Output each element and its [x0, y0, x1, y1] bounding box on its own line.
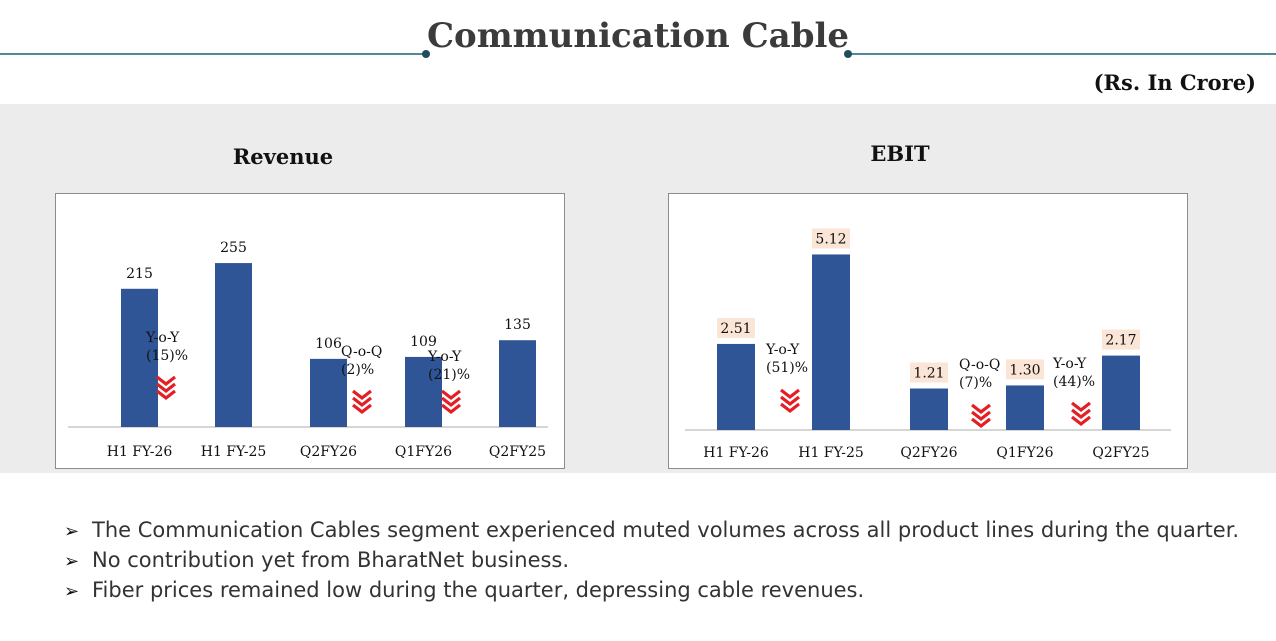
- chevron-stroke: [156, 382, 176, 394]
- change-label-value: (21)%: [428, 367, 470, 383]
- data-label: 5.12: [815, 231, 846, 247]
- revenue-chart-title: Revenue: [232, 144, 334, 169]
- bullet-list: ➢ The Communication Cables segment experi…: [64, 516, 1239, 606]
- ebit-chart-svg: 2.51 H1 FY-26 5.12 H1 FY-25 1.21 Q2FY26 1.30 Q1…: [685, 228, 1171, 461]
- data-label: 2.51: [720, 321, 751, 337]
- bar-h1-fy-26: [121, 288, 158, 427]
- category-label: H1 FY-25: [201, 444, 267, 460]
- data-label: 255: [220, 240, 247, 256]
- list-item: ➢ No contribution yet from BharatNet busi…: [64, 546, 1239, 576]
- page-title: Communication Cable: [426, 16, 850, 56]
- ebit-chart-title: EBIT: [870, 141, 930, 166]
- chevron-stroke: [971, 417, 991, 429]
- chevron-stroke: [780, 388, 800, 400]
- data-label-bg: [1102, 329, 1140, 350]
- bar-h1-fy-25: [215, 263, 252, 427]
- chevron-stroke: [780, 402, 800, 414]
- category-label: Q1FY26: [996, 445, 1053, 461]
- data-label-bg: [1006, 359, 1044, 380]
- title-dot-left: [422, 50, 430, 58]
- data-label: 215: [126, 266, 153, 282]
- data-label: 135: [504, 317, 531, 333]
- category-label: Q2FY26: [900, 445, 957, 461]
- category-label: Q2FY25: [489, 444, 546, 460]
- data-label-bg: [717, 317, 755, 338]
- change-label-type: Y-o-Y: [427, 349, 462, 365]
- change-label-value: (44)%: [1053, 374, 1095, 390]
- chevron-stroke: [156, 389, 176, 401]
- data-label: 1.21: [913, 366, 944, 382]
- category-label: H1 FY-26: [107, 444, 173, 460]
- change-label-type: Y-o-Y: [1052, 356, 1087, 372]
- category-label: Q1FY26: [395, 444, 452, 460]
- data-label-bg: [910, 362, 948, 383]
- down-chevron-icon: [971, 403, 991, 429]
- data-label: 106: [315, 336, 342, 352]
- category-label: H1 FY-25: [798, 445, 864, 461]
- chevron-stroke: [441, 403, 461, 415]
- arrowhead-icon: ➢: [64, 551, 80, 572]
- chevron-stroke: [441, 396, 461, 408]
- chevron-stroke: [780, 395, 800, 407]
- data-label: 109: [410, 334, 437, 350]
- bar-h1-fy-26: [717, 343, 755, 430]
- data-label: 1.30: [1009, 362, 1040, 378]
- category-label: Q2FY26: [300, 444, 357, 460]
- category-label: Q2FY25: [1092, 445, 1149, 461]
- chevron-stroke: [971, 410, 991, 422]
- chevron-stroke: [1071, 408, 1091, 420]
- chevron-stroke: [441, 389, 461, 401]
- chevron-stroke: [352, 396, 372, 408]
- chevron-stroke: [156, 375, 176, 387]
- bar-q1fy26: [405, 356, 442, 427]
- chevron-stroke: [352, 389, 372, 401]
- unit-label: (Rs. In Crore): [1093, 70, 1256, 95]
- category-label: H1 FY-26: [703, 445, 769, 461]
- revenue-chart: 215 H1 FY-26 255 H1 FY-25 106 Q2FY26 109 Q1FY26…: [55, 193, 565, 469]
- chevron-stroke: [1071, 401, 1091, 413]
- title-rule-right: [850, 53, 1276, 55]
- data-label-bg: [812, 228, 850, 249]
- down-chevron-icon: [1071, 401, 1091, 427]
- down-chevron-icon: [156, 375, 176, 401]
- arrowhead-icon: ➢: [64, 521, 80, 542]
- down-chevron-icon: [352, 389, 372, 415]
- revenue-chart-svg: 215 H1 FY-26 255 H1 FY-25 106 Q2FY26 109 Q1FY26…: [68, 240, 548, 460]
- change-label-type: Y-o-Y: [765, 342, 800, 358]
- down-chevron-icon: [441, 389, 461, 415]
- bar-q2fy26: [910, 388, 948, 430]
- chevron-stroke: [971, 403, 991, 415]
- change-label-value: (7)%: [959, 375, 992, 391]
- bar-q2fy25: [499, 340, 536, 427]
- arrowhead-icon: ➢: [64, 581, 80, 602]
- bar-q2fy25: [1102, 355, 1140, 430]
- change-label-type: Q-o-Q: [341, 344, 382, 360]
- change-label-type: Y-o-Y: [145, 330, 180, 346]
- bar-q1fy26: [1006, 385, 1044, 430]
- data-label: 2.17: [1105, 333, 1136, 349]
- change-label-value: (51)%: [766, 360, 808, 376]
- change-label-value: (15)%: [146, 348, 188, 364]
- bar-q2fy26: [310, 358, 347, 427]
- ebit-chart: 2.51 H1 FY-26 5.12 H1 FY-25 1.21 Q2FY26 1.30 Q1…: [668, 193, 1188, 469]
- list-item: ➢ Fiber prices remained low during the qu…: [64, 576, 1239, 606]
- bar-h1-fy-25: [812, 254, 850, 430]
- title-dot-right: [844, 50, 852, 58]
- change-label-type: Q-o-Q: [959, 357, 1000, 373]
- list-item: ➢ The Communication Cables segment experi…: [64, 516, 1239, 546]
- change-label-value: (2)%: [341, 362, 374, 378]
- chevron-stroke: [352, 403, 372, 415]
- title-rule-left: [0, 53, 426, 55]
- chevron-stroke: [1071, 415, 1091, 427]
- down-chevron-icon: [780, 388, 800, 414]
